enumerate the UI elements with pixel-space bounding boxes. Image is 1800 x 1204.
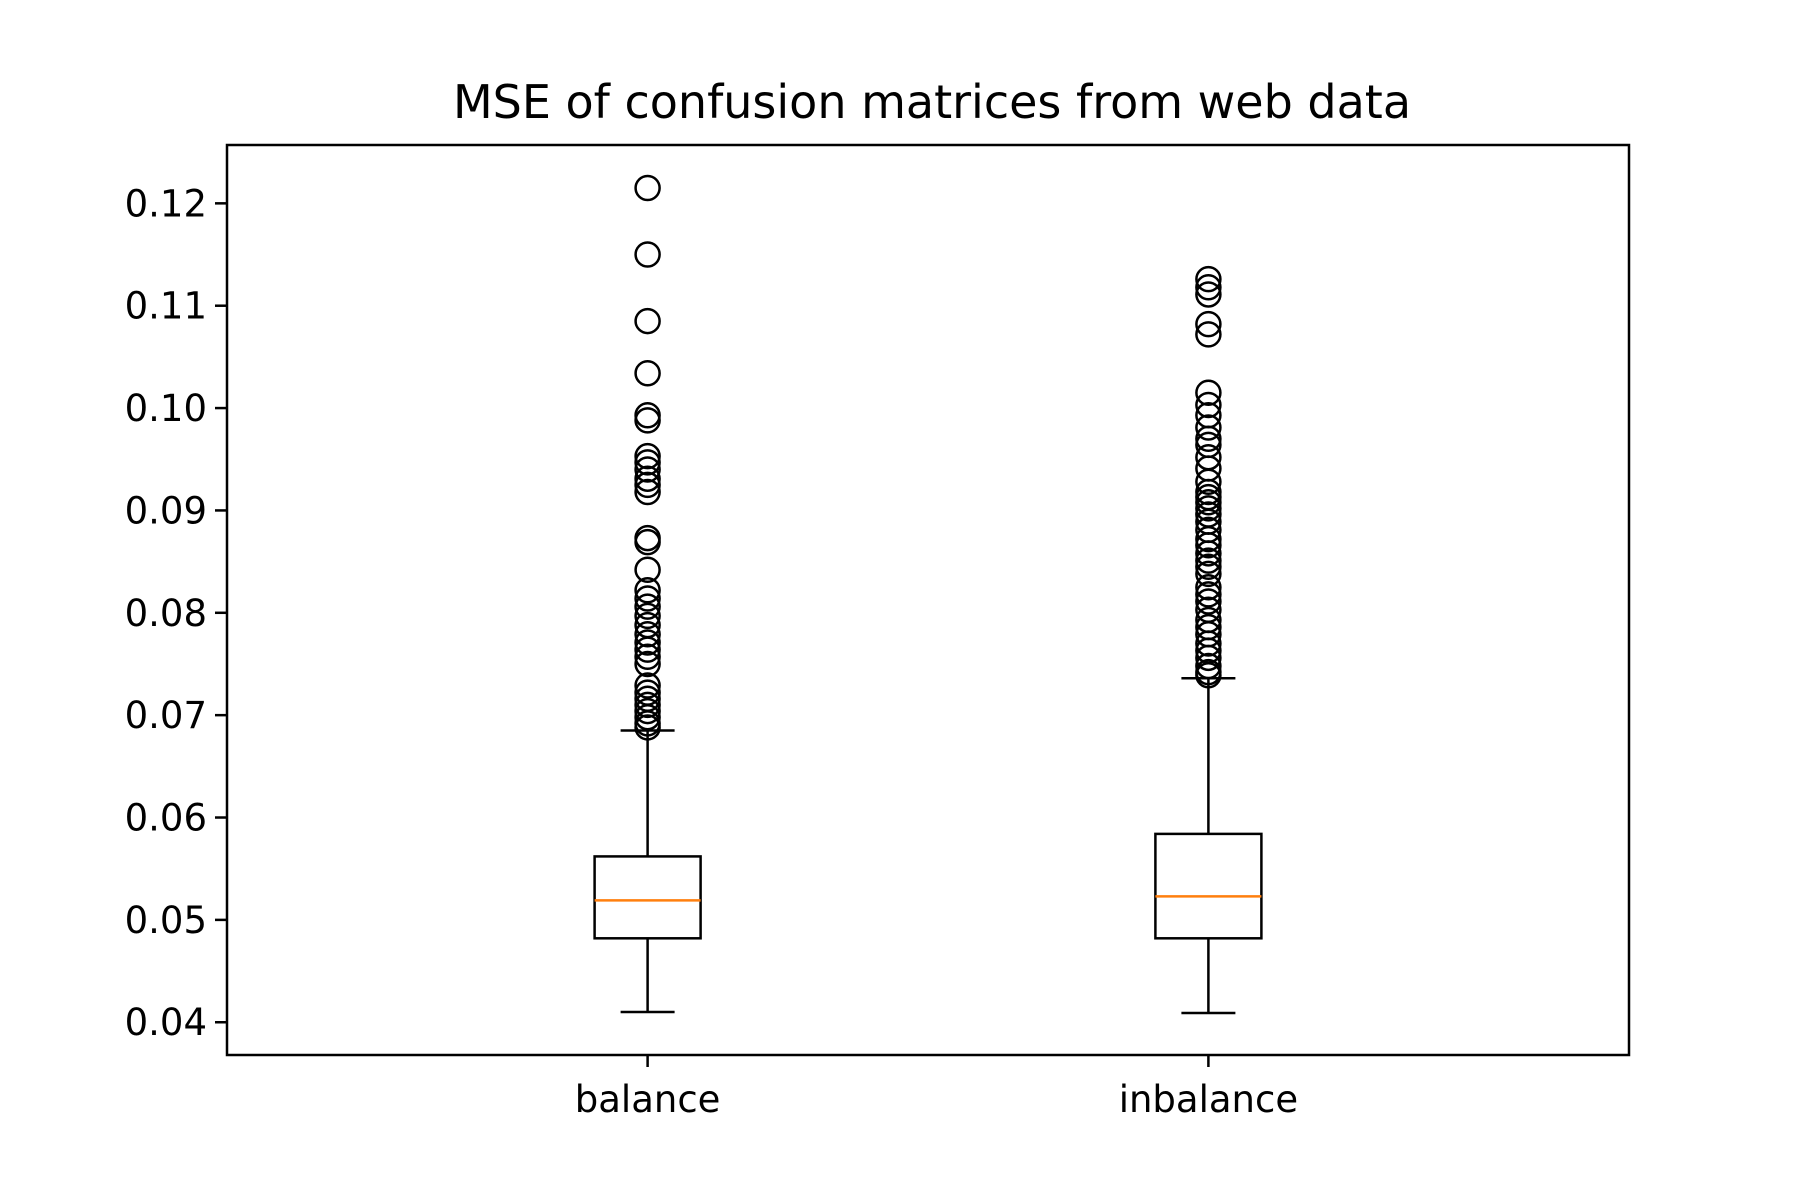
outlier-point: [1195, 525, 1222, 553]
outlier-point: [1195, 531, 1222, 559]
outlier-point: [634, 629, 661, 656]
outlier-point: [634, 407, 661, 434]
iqr-box: [1154, 832, 1263, 940]
outlier-point: [1195, 488, 1222, 516]
outlier-point: [1195, 468, 1222, 496]
y-tick-label: 0.09: [125, 489, 207, 532]
outlier-point: [634, 456, 661, 483]
outlier-point: [634, 714, 661, 741]
y-tick-label: 0.04: [125, 1001, 207, 1044]
outlier-point: [634, 602, 661, 630]
outlier-point: [1195, 547, 1222, 574]
outlier-point: [1195, 379, 1222, 406]
outlier-point: [634, 241, 661, 268]
outlier-point: [1195, 495, 1222, 522]
outlier-point: [634, 577, 661, 604]
outlier-point: [1195, 553, 1222, 580]
outlier-point: [1195, 265, 1222, 293]
plot-marks: [593, 174, 1263, 1015]
outlier-point: [1195, 310, 1222, 338]
outlier-point: [1195, 588, 1222, 615]
outlier-point: [634, 174, 661, 202]
y-tick-label: 0.10: [125, 387, 207, 430]
outlier-point: [634, 556, 661, 584]
outlier-point: [1195, 661, 1222, 689]
x-tick-label: inbalance: [1119, 1078, 1298, 1121]
y-tick-label: 0.07: [125, 694, 207, 737]
outlier-point: [1195, 281, 1222, 308]
y-tick-label: 0.08: [125, 592, 207, 635]
outlier-point: [634, 672, 661, 699]
outlier-point: [1195, 560, 1222, 588]
x-tick-label: balance: [575, 1078, 721, 1121]
outlier-point: [634, 643, 661, 671]
outlier-point: [634, 621, 661, 648]
outlier-point: [1195, 644, 1222, 672]
y-tick-label: 0.05: [125, 899, 207, 942]
y-tick-label: 0.11: [125, 285, 207, 328]
outlier-point: [1195, 630, 1222, 657]
iqr-box: [593, 855, 702, 940]
outlier-point: [634, 465, 661, 492]
outlier-point: [634, 703, 661, 731]
outlier-point: [634, 650, 661, 678]
outlier-point: [1195, 321, 1222, 348]
chart-title: MSE of confusion matrices from web data: [453, 75, 1411, 129]
y-tick-label: 0.12: [125, 182, 207, 225]
outlier-point: [634, 691, 661, 719]
outlier-point: [634, 593, 661, 620]
box-inbalance: [1154, 265, 1263, 1015]
outlier-point: [1195, 581, 1222, 608]
outlier-point: [634, 636, 661, 663]
outlier-point: [1195, 274, 1222, 301]
outlier-point: [1195, 540, 1222, 567]
outlier-point: [1195, 425, 1222, 453]
outlier-point: [634, 442, 661, 470]
outlier-point: [634, 449, 661, 476]
y-axis: 0.04 0.05 0.06 0.07 0.08 0.09 0.10 0.11 0.12: [125, 182, 227, 1044]
outlier-point: [634, 478, 661, 506]
outlier-point: [1195, 391, 1222, 419]
outlier-point: [634, 697, 661, 725]
outlier-point: [634, 307, 661, 335]
y-tick-label: 0.06: [125, 797, 207, 840]
outlier-point: [634, 585, 661, 612]
outlier-point: [634, 528, 661, 556]
outlier-point: [634, 471, 661, 499]
box-balance: [593, 174, 702, 1014]
outlier-point: [634, 360, 661, 387]
outlier-point: [1195, 414, 1222, 441]
axes-frame: [225, 143, 1631, 1057]
outlier-point: [1195, 573, 1222, 601]
outlier-point: [1195, 652, 1222, 680]
x-axis: balance inbalance: [575, 1055, 1298, 1121]
